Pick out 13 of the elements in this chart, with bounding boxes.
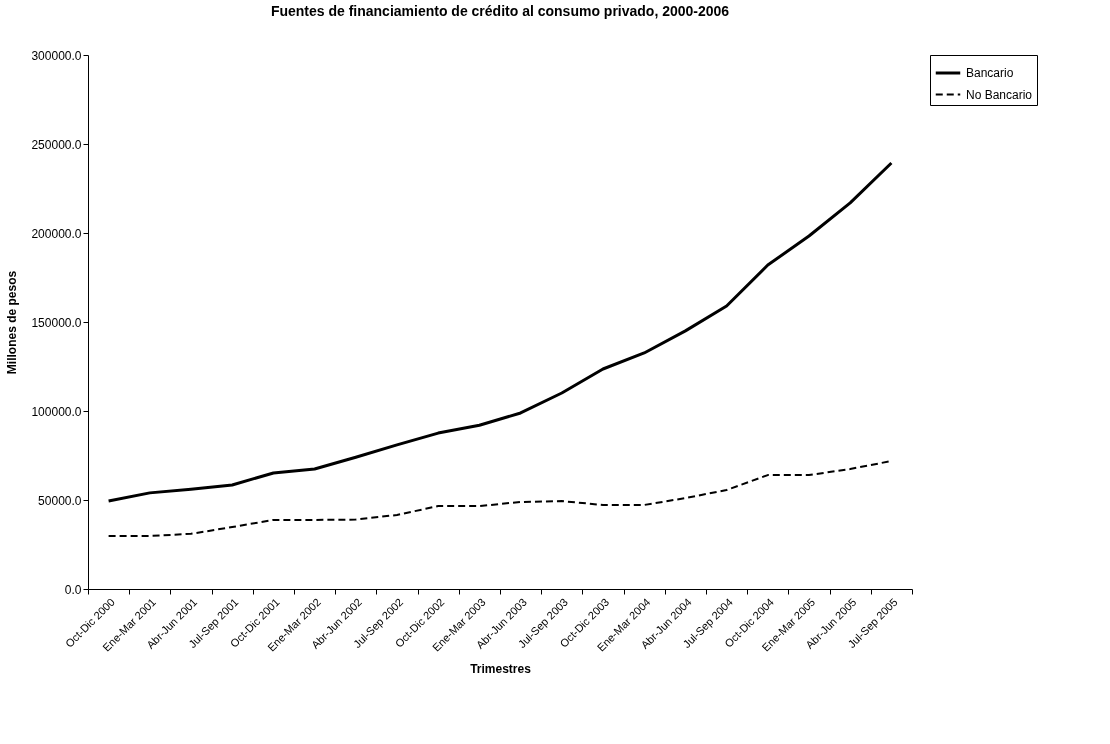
legend-label: No Bancario	[966, 87, 1033, 102]
y-tick-label: 0.0	[64, 582, 82, 597]
y-tick-label: 250000.0	[31, 137, 82, 152]
y-axis-title: Millones de pesos	[5, 270, 20, 375]
y-tick-label: 300000.0	[31, 48, 82, 63]
y-tick-label: 200000.0	[31, 226, 82, 241]
y-tick-label: 150000.0	[31, 315, 82, 330]
y-tick-label: 100000.0	[31, 404, 82, 419]
chart-title: Fuentes de financiamiento de crédito al consumo privado, 2000-2006	[270, 3, 730, 19]
y-tick-label: 50000.0	[38, 493, 82, 508]
line-series	[107, 161, 893, 503]
x-axis-title: Trimestres	[470, 661, 532, 676]
legend-label: Bancario	[966, 66, 1014, 80]
